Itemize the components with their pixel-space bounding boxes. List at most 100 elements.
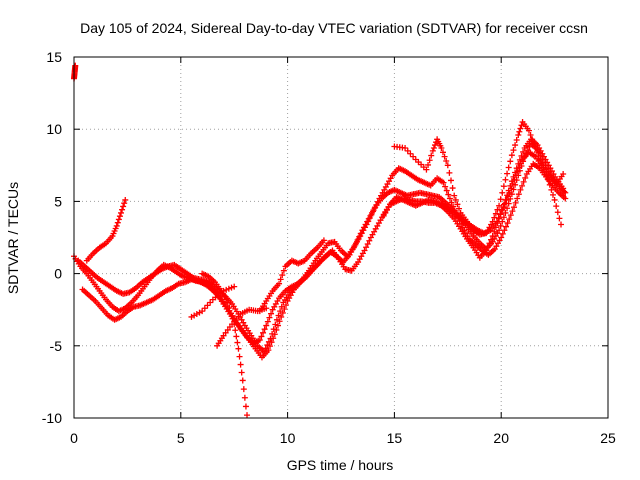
data-point	[537, 156, 544, 163]
data-point	[428, 152, 435, 159]
data-point	[264, 342, 271, 349]
data-point	[499, 230, 506, 237]
data-point	[240, 386, 247, 393]
data-point	[551, 196, 558, 203]
data-point	[368, 211, 375, 218]
data-point	[514, 195, 521, 202]
data-point	[373, 202, 380, 209]
plot-frame	[73, 56, 609, 419]
data-point	[365, 218, 372, 225]
data-point	[366, 237, 373, 244]
data-point	[258, 333, 265, 340]
data-point	[440, 179, 447, 186]
data-point	[280, 267, 287, 274]
data-point	[264, 318, 271, 325]
data-point	[489, 233, 496, 240]
data-point	[560, 170, 567, 177]
data-point	[279, 272, 286, 279]
data-point	[232, 327, 239, 334]
data-point	[491, 214, 498, 221]
data-point	[499, 218, 506, 225]
data-point	[515, 160, 522, 167]
data-point	[515, 172, 522, 179]
data-point	[439, 149, 446, 156]
data-point	[486, 240, 493, 247]
data-point	[207, 299, 214, 306]
data-point	[442, 183, 449, 190]
data-point	[72, 62, 79, 69]
data-point	[431, 142, 438, 149]
data-point	[371, 205, 378, 212]
data-point	[448, 199, 455, 206]
data-point	[497, 222, 504, 229]
data-point	[237, 361, 244, 368]
data-point	[561, 188, 568, 195]
data-point	[370, 208, 377, 215]
data-point	[443, 187, 450, 194]
data-point	[220, 287, 227, 294]
data-point	[226, 304, 233, 311]
data-point	[444, 162, 451, 169]
data-point	[410, 153, 417, 160]
data-point	[520, 148, 527, 155]
data-point	[507, 158, 514, 165]
data-point	[502, 196, 509, 203]
data-point	[430, 144, 437, 151]
data-point	[546, 181, 553, 188]
y-tick-label: -5	[50, 338, 63, 354]
y-tick-label: -10	[42, 410, 62, 426]
data-point	[516, 156, 523, 163]
data-point	[535, 152, 542, 159]
data-point	[538, 160, 545, 167]
data-point	[516, 128, 523, 135]
data-point	[263, 322, 270, 329]
data-point	[507, 212, 514, 219]
data-point	[504, 205, 511, 212]
series-0	[71, 62, 79, 82]
data-point	[256, 337, 263, 344]
data-point	[279, 309, 286, 316]
data-point	[113, 222, 120, 229]
data-point	[508, 178, 515, 185]
data-point	[527, 131, 534, 138]
x-tick-label: 20	[493, 430, 509, 446]
grid	[74, 57, 608, 418]
x-tick-label: 10	[280, 430, 296, 446]
data-point	[511, 204, 518, 211]
data-point	[404, 147, 411, 154]
data-point	[529, 136, 536, 143]
data-point	[502, 209, 509, 216]
data-point	[201, 305, 208, 312]
data-point	[532, 144, 539, 151]
data-point	[452, 196, 459, 203]
data-point	[500, 201, 507, 208]
data-point	[498, 234, 505, 241]
data-point	[238, 369, 245, 376]
x-tick-label: 15	[387, 430, 403, 446]
data-point	[320, 237, 327, 244]
data-point	[515, 191, 522, 198]
data-point	[277, 276, 284, 283]
data-point	[483, 247, 490, 254]
data-point	[116, 213, 123, 220]
data-point	[492, 224, 499, 231]
x-axis-ticks: 0 5 10 15 20 25	[70, 57, 616, 446]
x-tick-label: 25	[600, 430, 616, 446]
data-point	[426, 157, 433, 164]
y-axis-ticks: -10 -5 0 5 10 15	[42, 49, 608, 426]
data-point	[516, 167, 523, 174]
data-point	[496, 227, 503, 234]
data-point	[204, 302, 211, 309]
data-point	[423, 166, 430, 173]
data-point	[523, 150, 530, 157]
data-point	[363, 244, 370, 251]
series-6	[188, 283, 238, 320]
data-point	[241, 394, 248, 401]
data-point	[281, 305, 288, 312]
data-point	[499, 189, 506, 196]
data-point	[227, 310, 234, 317]
data-point	[494, 220, 501, 227]
data-point	[543, 172, 550, 179]
data-point	[562, 195, 569, 202]
data-point	[271, 331, 278, 338]
